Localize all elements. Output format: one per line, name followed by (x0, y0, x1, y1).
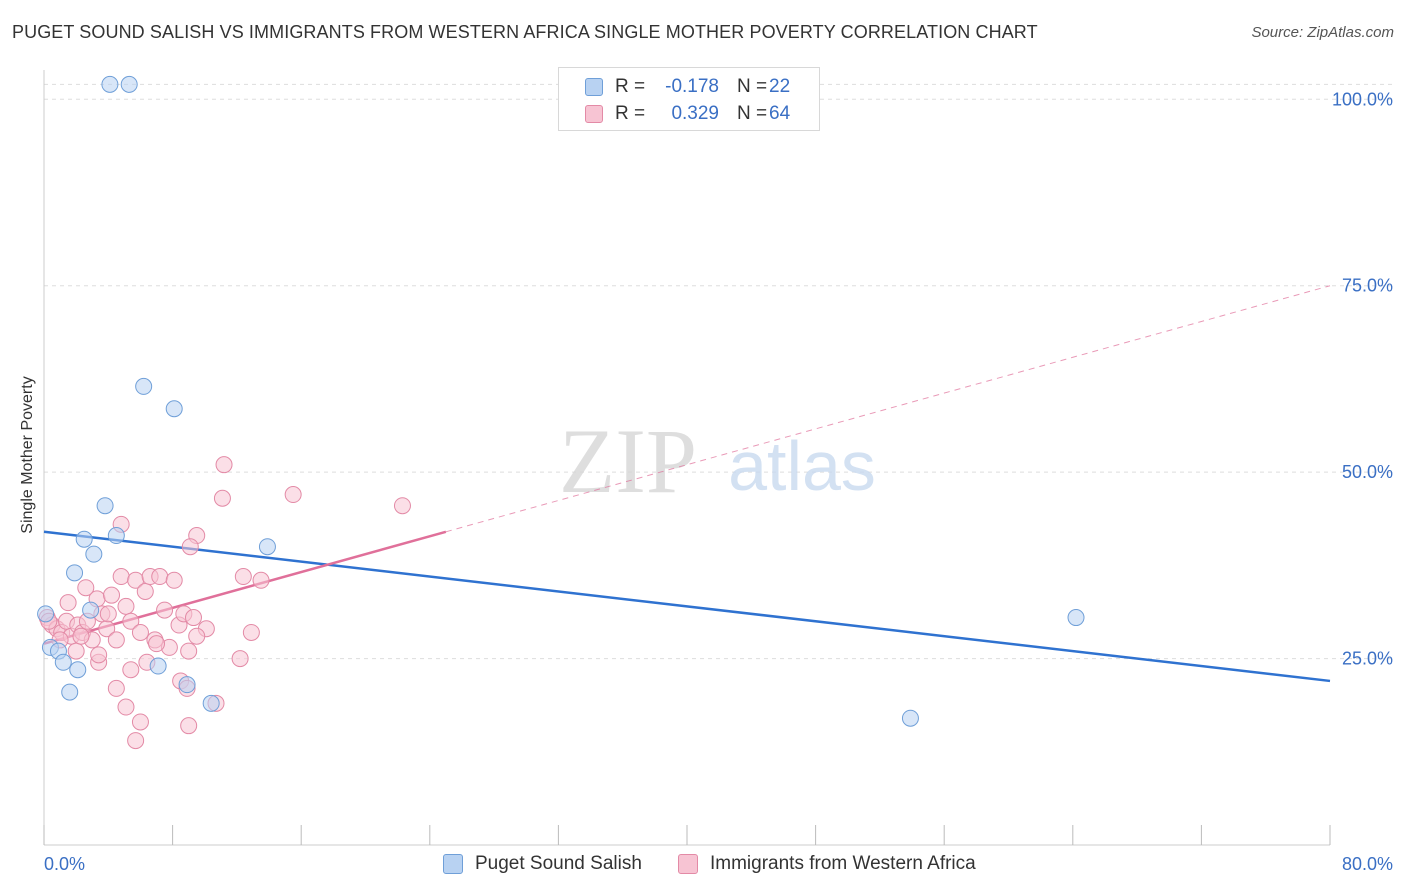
point-puget-sound-salish (178, 676, 196, 694)
point-puget-sound-salish (135, 377, 153, 395)
point-puget-sound-salish (96, 497, 114, 515)
watermark-atlas: atlas (728, 427, 876, 505)
point-western-africa (131, 623, 149, 641)
point-western-africa (393, 497, 411, 515)
legend-row-blue: R = -0.178 N = 22 (585, 75, 790, 99)
point-western-africa (188, 627, 206, 645)
point-western-africa (122, 661, 140, 679)
point-western-africa (67, 642, 85, 660)
point-western-africa (90, 646, 108, 664)
watermark-zip: ZIP (559, 410, 697, 512)
point-puget-sound-salish (82, 601, 100, 619)
point-puget-sound-salish (149, 657, 167, 675)
correlation-legend: R = -0.178 N = 22 R = 0.329 N = 64 (558, 67, 820, 131)
chart-title: PUGET SOUND SALISH VS IMMIGRANTS FROM WE… (12, 22, 1038, 42)
y-tick-label: 75.0% (1342, 276, 1393, 296)
r-label: R = (615, 103, 646, 124)
point-western-africa (127, 732, 145, 750)
point-puget-sound-salish (258, 538, 276, 556)
series-legend-pink: Immigrants from Western Africa (678, 852, 976, 876)
point-western-africa (72, 627, 90, 645)
point-western-africa (252, 571, 270, 589)
point-puget-sound-salish (120, 75, 138, 93)
point-puget-sound-salish (165, 400, 183, 418)
point-puget-sound-salish (101, 75, 119, 93)
x-tick-label: 80.0% (1342, 854, 1393, 874)
n-label: N = (737, 76, 768, 97)
point-western-africa (156, 601, 174, 619)
point-western-africa (165, 571, 183, 589)
x-tick-label: 0.0% (44, 854, 85, 874)
n-value: 64 (769, 103, 791, 124)
point-western-africa (234, 568, 252, 586)
point-western-africa (103, 586, 121, 604)
point-western-africa (148, 635, 166, 653)
point-western-africa (59, 594, 77, 612)
point-puget-sound-salish (107, 527, 125, 545)
trend-line-blue (43, 530, 1331, 683)
r-value: -0.178 (665, 76, 719, 97)
point-puget-sound-salish (1067, 609, 1085, 627)
legend-swatch-blue (443, 854, 463, 874)
point-puget-sound-salish (85, 545, 103, 563)
point-puget-sound-salish (54, 653, 72, 671)
point-western-africa (131, 713, 149, 731)
point-western-africa (107, 679, 125, 697)
point-puget-sound-salish (61, 683, 79, 701)
point-western-africa (77, 579, 95, 597)
point-western-africa (180, 717, 198, 735)
point-western-africa (231, 650, 249, 668)
point-western-africa (284, 486, 302, 504)
n-value: 22 (769, 76, 791, 97)
point-western-africa (180, 642, 198, 660)
tick-labels: 25.0% 50.0% 75.0% 100.0% 0.0% 80.0% (44, 89, 1393, 874)
y-tick-label: 100.0% (1332, 89, 1393, 109)
series-name: Puget Sound Salish (475, 853, 642, 874)
point-puget-sound-salish (202, 694, 220, 712)
legend-row-pink: R = 0.329 N = 64 (585, 102, 790, 126)
series-name: Immigrants from Western Africa (710, 853, 976, 874)
source-label: Source: ZipAtlas.com (1251, 24, 1394, 41)
series-legend-blue: Puget Sound Salish (443, 852, 642, 876)
r-value: 0.329 (671, 103, 719, 124)
n-label: N = (737, 103, 768, 124)
point-puget-sound-salish (37, 605, 55, 623)
watermark: ZIP atlas (559, 410, 876, 512)
point-puget-sound-salish (69, 661, 87, 679)
y-tick-label: 50.0% (1342, 462, 1393, 482)
point-western-africa (99, 605, 117, 623)
legend-swatch-blue (585, 78, 603, 96)
point-western-africa (112, 568, 130, 586)
legend-swatch-pink (678, 854, 698, 874)
point-western-africa (215, 456, 233, 474)
point-western-africa (151, 568, 169, 586)
point-puget-sound-salish (66, 564, 84, 582)
point-puget-sound-salish (901, 709, 919, 727)
r-label: R = (615, 76, 646, 97)
point-western-africa (122, 612, 140, 630)
point-western-africa (181, 538, 199, 556)
point-western-africa (117, 597, 135, 615)
trend-line-pink-extension (445, 285, 1331, 533)
y-tick-label: 25.0% (1342, 649, 1393, 669)
point-puget-sound-salish (75, 530, 93, 548)
point-western-africa (136, 582, 154, 600)
legend-swatch-pink (585, 105, 603, 123)
point-western-africa (213, 489, 231, 507)
point-western-africa (242, 623, 260, 641)
point-western-africa (107, 631, 125, 649)
point-western-africa (184, 609, 202, 627)
axes (43, 70, 1331, 846)
point-western-africa (117, 698, 135, 716)
data-points (37, 75, 1085, 750)
